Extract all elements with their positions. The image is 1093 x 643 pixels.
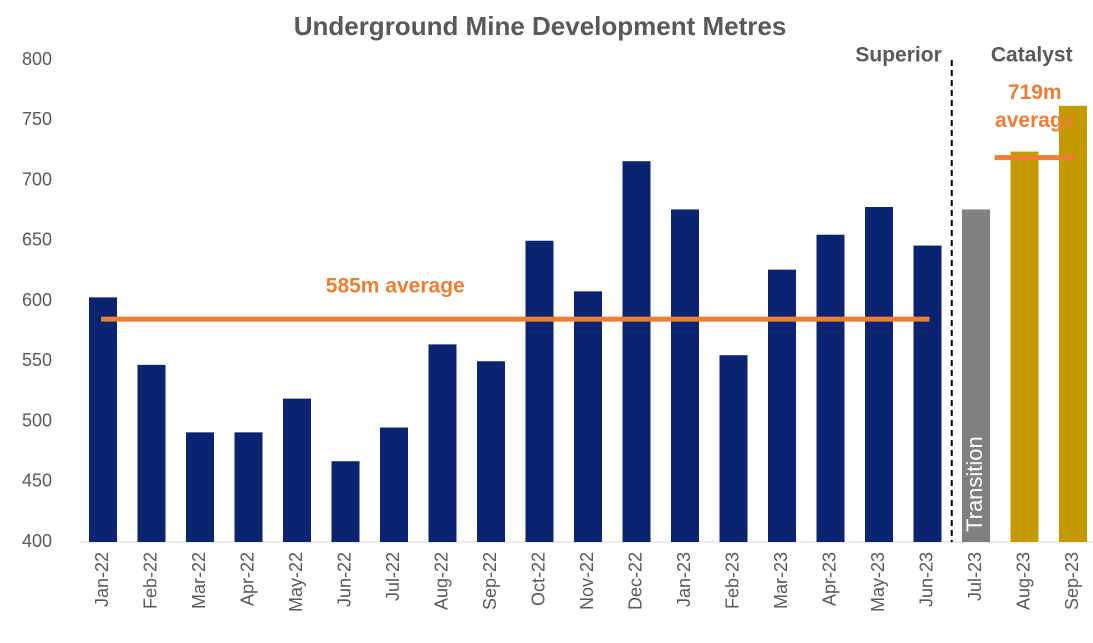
y-tick-label: 450 <box>22 471 52 491</box>
x-tick-label: Jan-23 <box>674 552 694 607</box>
bar <box>186 432 214 542</box>
x-tick-label: May-23 <box>868 552 888 612</box>
x-tick-label: Jun-22 <box>334 552 354 607</box>
x-tick-label: Jul-22 <box>383 552 403 601</box>
bar <box>962 209 990 543</box>
y-tick-label: 550 <box>22 350 52 370</box>
x-tick-label: Apr-22 <box>237 552 257 606</box>
bar <box>913 245 942 542</box>
y-tick-label: 700 <box>22 169 52 189</box>
x-tick-label: Nov-22 <box>577 552 597 610</box>
average-label: 719m <box>1008 81 1062 104</box>
bar <box>768 269 796 542</box>
bar <box>428 344 457 542</box>
y-tick-label: 750 <box>22 109 52 129</box>
x-tick-label: Dec-22 <box>625 552 645 610</box>
x-tick-label: Mar-22 <box>189 552 209 609</box>
bar <box>816 234 845 542</box>
x-tick-label: Jul-23 <box>965 552 985 601</box>
bar-note: Transition <box>962 436 987 532</box>
bar <box>1010 151 1039 542</box>
x-tick-label: Apr-23 <box>819 552 839 606</box>
region-label: Catalyst <box>991 44 1073 67</box>
bar <box>283 398 311 542</box>
bar <box>380 427 408 542</box>
bar <box>525 240 554 542</box>
y-tick-label: 400 <box>22 531 52 551</box>
bar <box>622 161 651 542</box>
bar <box>865 207 893 542</box>
bar <box>719 355 748 542</box>
bar <box>477 361 505 542</box>
x-tick-label: Jun-23 <box>916 552 936 607</box>
x-tick-label: Jan-22 <box>92 552 112 607</box>
x-tick-label: Aug-23 <box>1013 552 1033 610</box>
y-tick-label: 600 <box>22 290 52 310</box>
y-tick-label: 500 <box>22 410 52 430</box>
chart-title: Underground Mine Development Metres <box>294 11 787 41</box>
x-tick-label: Sep-22 <box>480 552 500 610</box>
average-label: average <box>995 109 1074 132</box>
y-tick-label: 650 <box>22 230 52 250</box>
x-tick-label: Oct-22 <box>528 552 548 606</box>
y-tick-label: 800 <box>22 49 52 69</box>
x-tick-label: Feb-22 <box>140 552 160 609</box>
bar <box>89 297 117 542</box>
x-tick-label: Aug-22 <box>431 552 451 610</box>
bar <box>137 364 166 542</box>
bar <box>671 209 699 543</box>
bar <box>234 432 263 542</box>
x-tick-label: Mar-23 <box>771 552 791 609</box>
region-label: Superior <box>855 44 941 67</box>
x-tick-label: Sep-23 <box>1062 552 1082 610</box>
bar <box>331 461 360 542</box>
average-label: 585m average <box>326 275 465 298</box>
bar <box>1059 105 1087 542</box>
x-tick-label: May-22 <box>286 552 306 612</box>
x-tick-label: Feb-23 <box>722 552 742 609</box>
bar <box>574 291 602 542</box>
